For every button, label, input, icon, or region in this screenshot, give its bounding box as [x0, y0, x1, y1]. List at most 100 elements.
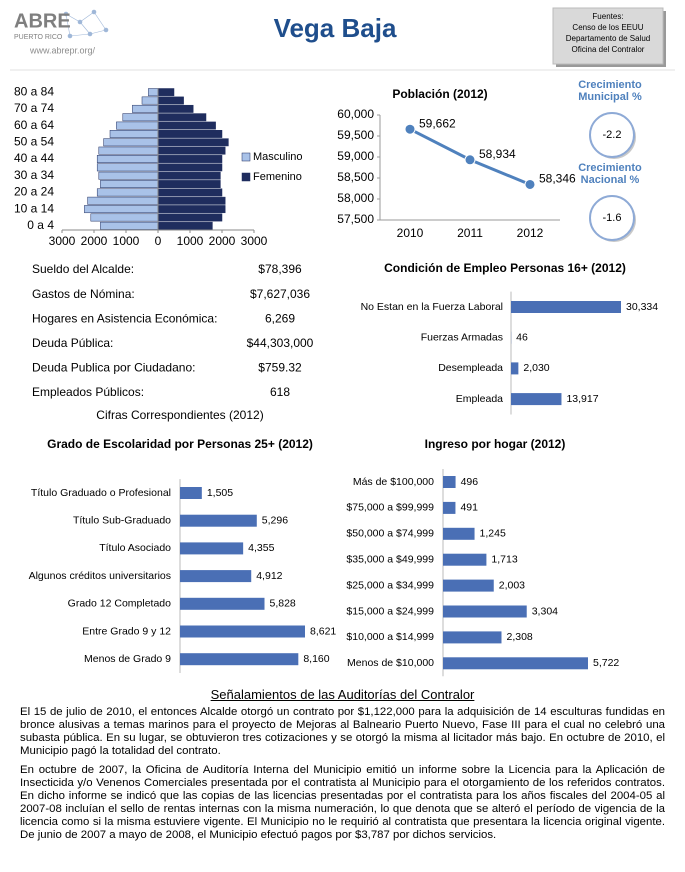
chart-title: Grado de Escolaridad por Personas 25+ (2… — [47, 437, 313, 451]
stat-value: $759.32 — [258, 361, 302, 375]
y-tick-label: 80 a 84 — [14, 84, 54, 98]
y-tick-label: 0 a 4 — [27, 218, 54, 232]
data-label: 496 — [461, 476, 479, 488]
y-tick-label: 50 a 54 — [14, 134, 54, 148]
stat-value: $7,627,036 — [250, 287, 310, 301]
bar — [157, 205, 226, 214]
bar — [157, 88, 175, 97]
data-label: 1,505 — [207, 487, 233, 499]
stat-label: Hogares en Asistencia Económica: — [32, 311, 217, 325]
x-tick-label: 1000 — [113, 234, 140, 248]
source-line: Oficina del Contralor — [572, 45, 645, 54]
chart-title: Población (2012) — [392, 87, 488, 101]
bar — [157, 180, 221, 188]
stat-note: Cifras Correspondientes (2012) — [96, 408, 263, 422]
data-label: 58,346 — [539, 172, 576, 186]
category-label: Grado 12 Completado — [68, 598, 171, 610]
category-label: No Estan en la Fuerza Laboral — [361, 301, 503, 313]
x-tick-label: 2011 — [457, 226, 483, 240]
x-tick-label: 3000 — [49, 234, 76, 248]
bar — [157, 121, 216, 130]
data-label: 5,828 — [270, 598, 296, 610]
data-label: 13,917 — [566, 393, 598, 405]
bar — [157, 196, 226, 205]
stat-label: Deuda Publica por Ciudadano: — [32, 361, 195, 375]
infographic: ABRE PUERTO RICO www.abrepr.org/ Vega Ba… — [10, 7, 675, 677]
bar — [443, 657, 588, 670]
bar — [157, 155, 223, 163]
bar — [98, 171, 159, 180]
url: www.abrepr.org/ — [29, 45, 96, 55]
data-label: 8,160 — [303, 653, 329, 665]
audit-section: Señalamientos de las Auditorías del Cont… — [20, 688, 665, 848]
category-label: $25,000 a $34,999 — [346, 579, 434, 591]
x-tick-label: 2000 — [209, 234, 236, 248]
bar — [443, 527, 475, 540]
chart-title: Condición de Empleo Personas 16+ (2012) — [384, 261, 626, 275]
x-tick-label: 3000 — [241, 234, 268, 248]
audit-paragraph: En octubre de 2007, la Oficina de Audito… — [20, 764, 665, 841]
data-label: 2,308 — [506, 631, 532, 643]
x-tick-label: 1000 — [177, 234, 204, 248]
y-tick-label: 59,500 — [337, 128, 374, 142]
bar — [180, 514, 257, 527]
x-tick-label: 0 — [155, 234, 162, 248]
growth-label: Crecimiento Municipal % — [578, 79, 642, 103]
category-label: Menos de $10,000 — [347, 657, 434, 669]
bar — [443, 631, 502, 644]
x-tick-label: 2000 — [81, 234, 108, 248]
category-label: Entre Grado 9 y 12 — [82, 625, 171, 637]
bar — [157, 138, 229, 147]
bar — [157, 188, 223, 197]
source-line: Departamento de Salud — [566, 34, 651, 43]
growth-circle — [589, 195, 635, 241]
source-line: Fuentes: — [592, 12, 623, 21]
x-tick-label: 2010 — [397, 226, 424, 240]
data-label: 1,245 — [480, 528, 506, 540]
category-label: $10,000 a $14,999 — [346, 631, 434, 643]
marker — [404, 123, 416, 135]
y-tick-label: 70 a 74 — [14, 101, 54, 115]
bar — [443, 579, 494, 592]
bar — [100, 221, 159, 230]
bar — [90, 213, 159, 222]
bar — [180, 570, 252, 583]
bar — [180, 597, 265, 610]
y-tick-label: 59,000 — [337, 149, 374, 163]
bar — [96, 163, 159, 172]
logo-network — [63, 9, 109, 39]
bar — [148, 88, 159, 97]
stat-value: $44,303,000 — [247, 336, 314, 350]
audit-paragraph: El 15 de julio de 2010, el entonces Alca… — [20, 706, 665, 757]
sources-box — [552, 7, 664, 65]
data-label: 30,334 — [626, 301, 658, 313]
data-label: 2,003 — [499, 579, 525, 591]
stat-value: 6,269 — [265, 311, 295, 325]
bar — [122, 113, 159, 122]
data-label: 8,621 — [310, 625, 336, 637]
bar — [157, 213, 223, 222]
bar — [157, 171, 221, 180]
bar — [180, 653, 299, 666]
x-tick-label: 2012 — [517, 226, 544, 240]
bar — [132, 104, 159, 113]
data-label: 491 — [460, 502, 478, 514]
category-label: Empleada — [456, 393, 503, 405]
bar — [511, 362, 519, 375]
bar — [443, 553, 487, 566]
page-title: Vega Baja — [274, 13, 397, 43]
bar — [180, 625, 305, 638]
bar — [157, 104, 194, 113]
chart-title: Ingreso por hogar (2012) — [424, 437, 566, 451]
bar — [157, 163, 223, 172]
y-tick-label: 58,000 — [337, 191, 374, 205]
category-label: Algunos créditos universitarios — [29, 570, 171, 582]
bar — [180, 487, 202, 499]
data-label: 59,662 — [419, 116, 456, 130]
bar — [180, 542, 244, 555]
bar — [443, 501, 456, 514]
data-label: 4,355 — [248, 542, 274, 554]
audit-title: Señalamientos de las Auditorías del Cont… — [210, 687, 475, 702]
y-tick-label: 58,500 — [337, 170, 374, 184]
